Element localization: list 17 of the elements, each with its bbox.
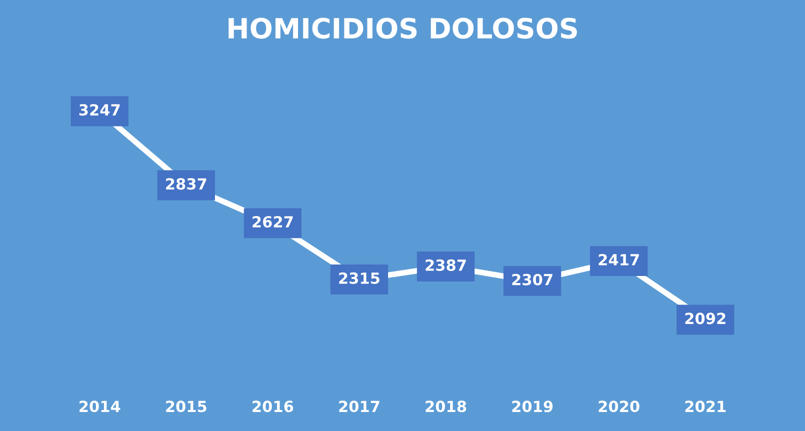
x-tick-label: 2021 (685, 400, 726, 412)
x-tick-label: 2017 (339, 400, 380, 412)
data-label: 2092 (685, 312, 726, 324)
x-tick-label: 2019 (512, 400, 553, 412)
x-tick-label: 2016 (252, 400, 294, 412)
data-label: 2837 (166, 178, 206, 190)
x-tick-label: 2018 (426, 400, 466, 412)
chart-title: HOMICIDIOS DOLOSOS (228, 18, 577, 39)
data-label: 2315 (339, 272, 380, 284)
x-tick-label: 2014 (80, 400, 120, 412)
data-label: 2417 (598, 254, 639, 266)
x-tick-label: 2020 (598, 400, 640, 412)
data-label: 2307 (512, 274, 552, 286)
data-label: 2387 (426, 259, 466, 271)
data-label: 3247 (79, 104, 120, 116)
data-label: 2627 (252, 216, 293, 228)
x-tick-label: 2015 (166, 400, 206, 412)
